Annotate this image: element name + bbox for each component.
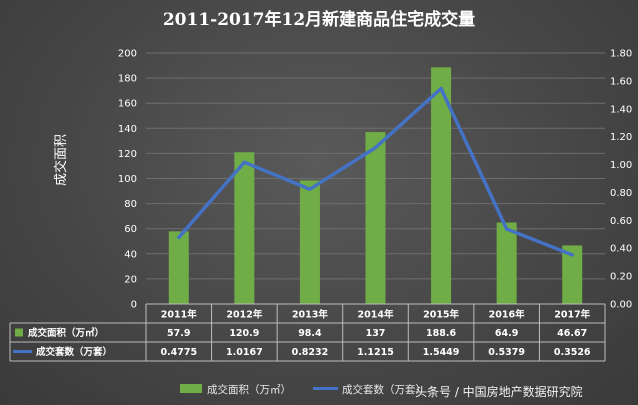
category-label-4: 2015年: [423, 309, 459, 321]
bar-1: [234, 152, 255, 304]
line-point-4: [439, 87, 443, 91]
line-point-3: [374, 146, 377, 150]
bar-2: [299, 180, 320, 304]
category-label-1: 2012年: [226, 309, 262, 321]
table-key-bar: [15, 328, 23, 337]
bar-6: [562, 245, 583, 304]
bar-series: [168, 67, 583, 304]
right-tick-0: 0.00: [610, 300, 632, 311]
table-value-1-4: 1.5449: [423, 347, 460, 358]
table-value-1-2: 0.8232: [292, 347, 329, 358]
category-label-2: 2013年: [292, 309, 328, 321]
line-point-5: [505, 227, 509, 231]
data-table: 2011年 2012年 2013年 2014年 2015年 2016年 2017年成交面积（…: [9, 303, 606, 362]
bar-4: [431, 67, 452, 304]
right-tick-1: 0.20: [610, 272, 632, 283]
line-point-6: [570, 253, 574, 257]
right-tick-8: 1.60: [610, 76, 632, 87]
right-tick-4: 0.80: [610, 188, 632, 199]
left-tick-7: 140: [118, 124, 137, 135]
table-value-0-5: 64.9: [495, 328, 518, 339]
chart-title: 2011-2017年12月新建商品住宅成交量: [163, 9, 475, 30]
left-tick-1: 20: [124, 274, 137, 285]
table-value-1-1: 1.0167: [226, 347, 263, 358]
line-point-0: [177, 235, 181, 239]
left-tick-10: 200: [118, 49, 137, 60]
bar-3: [365, 132, 386, 304]
right-tick-6: 1.20: [610, 132, 632, 143]
category-label-0: 2011年: [161, 309, 197, 321]
right-tick-9: 1.80: [610, 49, 632, 60]
left-tick-6: 120: [118, 149, 137, 160]
table-value-1-5: 0.5379: [488, 347, 525, 358]
left-tick-3: 60: [124, 224, 137, 235]
right-tick-5: 1.00: [610, 160, 632, 171]
table-value-0-4: 188.6: [426, 328, 456, 339]
legend-label-1: 成交套数（万套）: [342, 383, 426, 396]
left-tick-5: 100: [118, 174, 137, 185]
category-label-5: 2016年: [489, 309, 525, 321]
right-tick-7: 1.40: [610, 104, 632, 115]
y-axis-label: 成交面积: [53, 134, 69, 186]
table-value-0-3: 137: [366, 328, 386, 339]
table-value-1-0: 0.4775: [160, 347, 197, 358]
line-series: [177, 86, 574, 257]
table-value-0-1: 120.9: [229, 328, 259, 339]
table-value-0-2: 98.4: [298, 328, 322, 339]
left-tick-2: 40: [124, 249, 137, 260]
category-label-6: 2017年: [554, 309, 590, 321]
right-tick-2: 0.40: [610, 244, 632, 255]
table-series-name-1: 成交套数（万套）: [36, 346, 112, 358]
right-tick-3: 0.60: [610, 216, 632, 227]
table-value-1-6: 0.3526: [554, 347, 591, 358]
bar-5: [496, 222, 517, 304]
right-axis-ticks: 0.00 0.20 0.40 0.60 0.80 1.00 1.20 1.40 1.60 1.80: [610, 49, 632, 311]
table-value-0-6: 46.67: [557, 328, 587, 339]
line-point-2: [308, 187, 312, 191]
bar-0: [168, 231, 189, 304]
table-series-name-0: 成交面积（万㎡）: [28, 327, 104, 339]
left-tick-8: 160: [118, 99, 137, 110]
legend-key-bar: [180, 384, 202, 393]
table-value-1-3: 1.1215: [357, 347, 394, 358]
legend: 成交面积（万㎡） 成交套数（万套）: [180, 383, 426, 396]
line-point-1: [242, 160, 246, 164]
table-value-0-0: 57.9: [167, 328, 190, 339]
legend-label-0: 成交面积（万㎡）: [207, 383, 291, 396]
left-tick-4: 80: [124, 199, 137, 210]
category-label-3: 2014年: [358, 309, 394, 321]
left-axis-ticks: 0 20 40 60 80 100 120 140 160 180 200: [118, 49, 137, 311]
left-tick-9: 180: [118, 74, 137, 85]
left-tick-0: 0: [131, 300, 137, 311]
watermark: 头条号 / 中国房地产数据研究院: [415, 384, 583, 399]
